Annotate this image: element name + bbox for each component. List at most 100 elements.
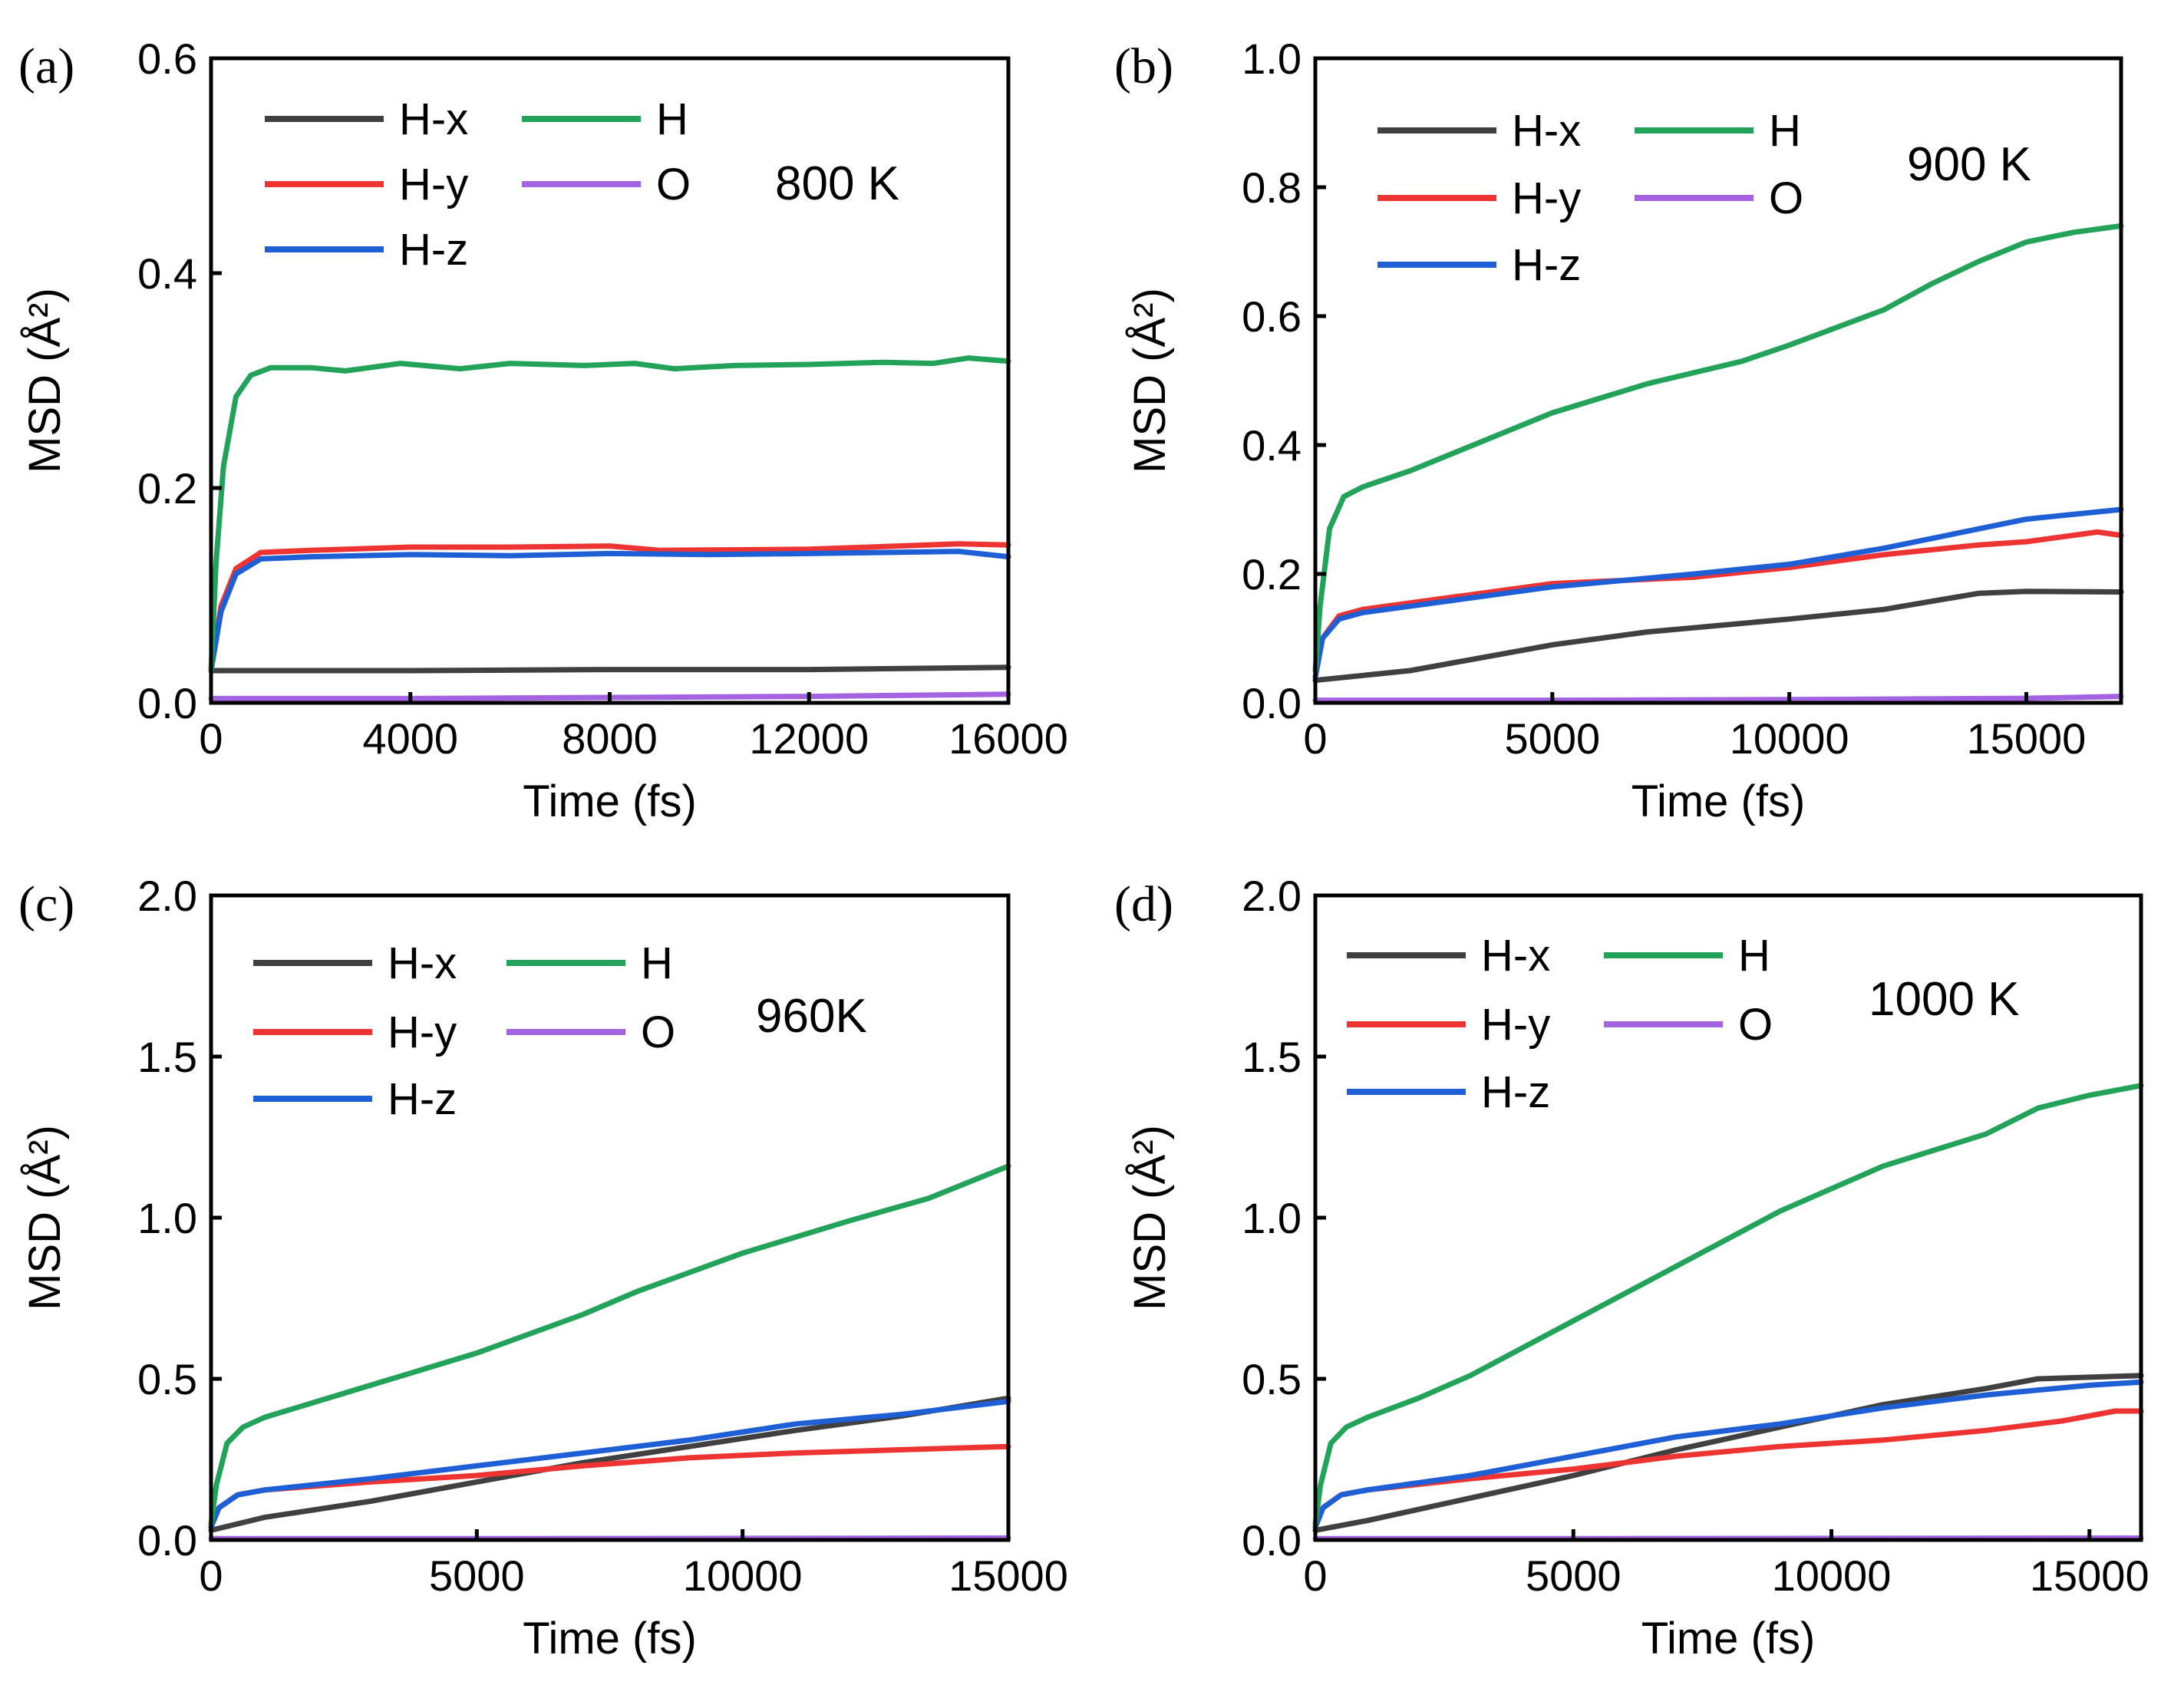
y-tick-label: 2.0 — [137, 872, 197, 920]
series-line-h — [208, 355, 1011, 674]
y-tick-label: 0.4 — [1242, 421, 1302, 470]
y-tick-label: 0.5 — [137, 1355, 197, 1403]
legend-label-h-z: H-z — [1481, 1067, 1550, 1117]
y-tick-label: 0.0 — [137, 1516, 197, 1565]
legend: H-x H H-y O H-z — [265, 94, 691, 275]
x-tick-label: 10000 — [1730, 714, 1849, 763]
legend-label-h: H — [1738, 931, 1770, 981]
x-axis-title: Time (fs) — [1641, 1614, 1816, 1663]
y-tick-label: 1.5 — [1242, 1033, 1302, 1081]
x-tick-label: 5000 — [1505, 714, 1601, 763]
plot-frame — [1313, 56, 2123, 705]
legend-label-h: H — [1769, 106, 1801, 156]
y-axis-title: MSD (Å²) — [1125, 1125, 1175, 1311]
panel-label: (a) — [18, 38, 74, 94]
y-tick-label: 1.0 — [137, 1194, 197, 1242]
x-tick-label: 5000 — [429, 1551, 525, 1600]
legend-label-o: O — [641, 1007, 675, 1057]
series-line-h-z — [1312, 1379, 2144, 1530]
x-tick-label: 0 — [199, 1551, 223, 1600]
x-tick-label: 0 — [1303, 1551, 1327, 1600]
legend-label-o: O — [1769, 173, 1803, 223]
series-line-h-x — [208, 1395, 1011, 1533]
y-tick-label: 0.5 — [1242, 1355, 1302, 1403]
panel-label: (d) — [1114, 876, 1173, 932]
temperature-label: 900 K — [1907, 138, 2031, 191]
temperature-label: 960K — [756, 990, 867, 1043]
chart-panel-a: 0 4000 8000 12000 16000 0.0 0.2 0.4 0.6 Time (fs)… — [18, 35, 1068, 826]
y-tick-label: 0.8 — [1242, 163, 1302, 212]
temperature-label: 1000 K — [1869, 973, 2020, 1026]
x-axis-title: Time (fs) — [523, 777, 697, 826]
x-tick-label: 8000 — [562, 714, 658, 763]
legend-label-o: O — [1738, 1000, 1773, 1050]
y-tick-label: 2.0 — [1242, 872, 1302, 920]
legend-label-h: H — [641, 938, 673, 988]
legend-label-h-y: H-y — [399, 160, 468, 209]
chart-panel-b: 0 5000 10000 15000 0.0 0.2 0.4 0.6 0.8 1.0 Time (f… — [1114, 35, 2124, 826]
x-tick-label: 0 — [199, 714, 223, 763]
y-axis-title: MSD (Å²) — [1125, 288, 1175, 473]
legend-label-h-z: H-z — [1512, 240, 1581, 290]
x-axis-title: Time (fs) — [1631, 777, 1806, 826]
plot-frame — [209, 56, 1011, 705]
chart-panel-d: 0 5000 10000 15000 0.0 0.5 1.0 1.5 2.0 Time (fs) M… — [1114, 872, 2149, 1663]
x-tick-label: 15000 — [1967, 714, 2087, 763]
x-axis-title: Time (fs) — [523, 1614, 697, 1663]
legend-label-h-y: H-y — [1481, 1000, 1550, 1050]
series-line-h-x — [1312, 1373, 2144, 1533]
series-line-h-x — [1312, 589, 2124, 684]
series-line-h — [208, 1163, 1011, 1527]
y-tick-label: 0.0 — [1242, 679, 1302, 727]
legend-label-h-x: H-x — [399, 94, 468, 144]
legend: H-x H H-y O H-z — [1347, 931, 1773, 1117]
x-tick-label: 4000 — [362, 714, 458, 763]
series-line-h-y — [208, 541, 1011, 674]
legend-label-h-x: H-x — [388, 938, 457, 988]
panel-label: (c) — [18, 876, 74, 932]
series-line-h-x — [208, 664, 1011, 674]
x-tick-label: 12000 — [749, 714, 869, 763]
x-tick-label: 10000 — [683, 1551, 803, 1600]
y-tick-label: 1.0 — [1242, 1194, 1302, 1242]
legend-label-h-x: H-x — [1512, 106, 1581, 156]
y-axis-title: MSD (Å²) — [20, 288, 70, 473]
y-tick-label: 0.6 — [1242, 292, 1302, 341]
series-line-o — [1312, 694, 2124, 704]
series-line-h-z — [208, 549, 1011, 674]
panel-label: (b) — [1114, 38, 1173, 94]
y-tick-label: 1.5 — [137, 1033, 197, 1081]
x-tick-label: 15000 — [2030, 1551, 2149, 1600]
legend-label-h-y: H-y — [1512, 173, 1581, 223]
y-tick-label: 1.0 — [1242, 35, 1302, 83]
temperature-label: 800 K — [775, 157, 899, 210]
x-tick-label: 10000 — [1772, 1551, 1892, 1600]
series-line-h-y — [1312, 529, 2124, 680]
y-tick-label: 0.0 — [137, 679, 197, 727]
x-tick-label: 0 — [1303, 714, 1327, 763]
legend: H-x H H-y O H-z — [1377, 106, 1803, 290]
x-tick-label: 5000 — [1526, 1551, 1622, 1600]
y-tick-label: 0.2 — [1242, 550, 1302, 598]
series-line-h — [1312, 223, 2124, 674]
y-tick-label: 0.2 — [137, 464, 197, 513]
legend-label-h-z: H-z — [399, 225, 468, 275]
chart-panel-c: 0 5000 10000 15000 0.0 0.5 1.0 1.5 2.0 Time (fs) M… — [18, 872, 1068, 1663]
legend: H-x H H-y O H-z — [253, 938, 675, 1124]
series-line-h — [1312, 1083, 2144, 1527]
legend-label-h-z: H-z — [388, 1074, 457, 1124]
legend-label-h-x: H-x — [1481, 931, 1550, 981]
legend-label-h-y: H-y — [388, 1007, 457, 1057]
y-axis-title: MSD (Å²) — [20, 1125, 70, 1311]
legend-label-h: H — [656, 94, 688, 144]
y-tick-label: 0.0 — [1242, 1516, 1302, 1565]
x-tick-label: 16000 — [949, 714, 1068, 763]
plot-frame — [209, 893, 1011, 1542]
series-line-h-z — [208, 1398, 1011, 1530]
y-tick-label: 0.6 — [137, 35, 197, 83]
y-tick-label: 0.4 — [137, 249, 197, 298]
series-line-h-z — [1312, 506, 2124, 680]
x-tick-label: 15000 — [949, 1551, 1068, 1600]
legend-label-o: O — [656, 160, 691, 209]
